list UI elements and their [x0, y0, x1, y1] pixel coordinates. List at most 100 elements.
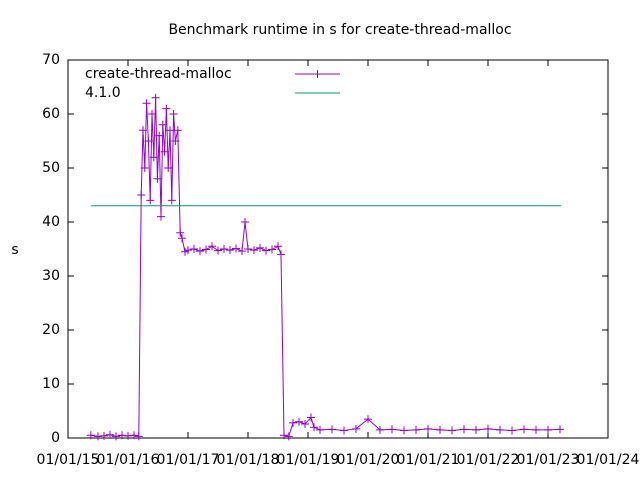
point-marker	[289, 418, 297, 427]
x-tick-label: 01/01/20	[337, 452, 400, 468]
point-marker	[448, 426, 456, 435]
point-marker	[496, 425, 504, 434]
x-tick-label: 01/01/22	[457, 452, 520, 468]
x-tick-label: 01/01/19	[277, 452, 340, 468]
point-marker	[352, 424, 360, 433]
point-marker	[157, 212, 165, 221]
point-marker	[190, 245, 198, 253]
point-marker	[86, 431, 95, 440]
legend-marker	[313, 70, 322, 78]
point-marker	[232, 244, 240, 253]
point-marker	[100, 431, 108, 440]
y-tick-label: 40	[42, 214, 60, 230]
point-marker	[238, 247, 246, 256]
point-marker	[153, 174, 162, 183]
point-marker	[295, 417, 303, 426]
point-marker	[171, 137, 180, 145]
point-marker	[532, 425, 540, 434]
x-tick-label: 01/01/21	[397, 452, 460, 468]
point-marker	[284, 432, 293, 441]
x-tick-label: 01/01/16	[97, 452, 160, 468]
y-tick-label: 60	[42, 106, 60, 122]
point-marker	[130, 431, 138, 440]
point-marker	[364, 415, 372, 424]
point-marker	[328, 425, 336, 434]
point-marker	[151, 93, 160, 102]
point-marker	[316, 425, 324, 434]
point-marker	[106, 430, 114, 439]
point-marker	[146, 196, 155, 205]
legend-label: create-thread-malloc	[85, 66, 232, 82]
point-marker	[158, 120, 167, 129]
point-marker	[508, 426, 516, 435]
point-marker	[376, 425, 384, 434]
series-line	[90, 97, 561, 438]
point-marker	[124, 431, 132, 440]
x-tick-label: 01/01/23	[517, 452, 580, 468]
point-marker	[148, 110, 156, 118]
point-marker	[173, 126, 182, 135]
point-marker	[142, 99, 151, 108]
point-marker	[400, 426, 408, 435]
point-marker	[472, 425, 480, 434]
point-marker	[202, 245, 210, 254]
y-tick-label: 70	[42, 52, 60, 68]
point-marker	[226, 246, 234, 255]
point-marker	[520, 425, 528, 434]
point-marker	[166, 126, 174, 135]
x-tick-label: 01/01/15	[37, 452, 100, 468]
point-marker	[268, 245, 276, 254]
point-marker	[178, 234, 186, 243]
point-marker	[196, 247, 204, 256]
x-tick-label: 01/01/18	[217, 452, 280, 468]
y-tick-label: 20	[42, 322, 60, 338]
point-marker	[167, 196, 176, 205]
point-marker	[277, 250, 285, 259]
point-marker	[162, 104, 171, 113]
point-marker	[460, 425, 468, 434]
point-marker	[262, 246, 270, 255]
point-marker	[112, 432, 120, 441]
y-tick-label: 30	[42, 268, 60, 284]
chart-title: Benchmark runtime in s for create-thread…	[168, 22, 511, 38]
point-marker	[274, 242, 282, 251]
point-marker	[118, 431, 126, 440]
point-marker	[556, 425, 564, 434]
point-marker	[214, 246, 222, 255]
point-marker	[220, 245, 228, 253]
point-marker	[307, 413, 315, 422]
point-marker	[250, 246, 258, 255]
point-marker	[310, 423, 318, 432]
point-marker	[280, 431, 288, 440]
point-marker	[244, 245, 252, 253]
point-marker	[301, 419, 309, 428]
point-marker	[184, 246, 192, 255]
point-marker	[388, 425, 396, 434]
y-tick-label: 0	[51, 430, 60, 446]
x-tick-label: 01/01/24	[577, 452, 640, 468]
x-tick-label: 01/01/17	[157, 452, 220, 468]
y-axis-label: s	[11, 242, 18, 258]
point-marker	[424, 424, 432, 433]
point-marker	[208, 242, 216, 251]
point-marker	[164, 164, 173, 172]
point-marker	[134, 432, 143, 441]
point-marker	[149, 153, 158, 162]
point-marker	[160, 147, 169, 156]
point-marker	[144, 137, 153, 145]
point-marker	[169, 110, 178, 118]
point-marker	[544, 425, 552, 434]
point-marker	[256, 243, 264, 252]
point-marker	[176, 228, 185, 237]
point-marker	[94, 432, 102, 441]
legend-label: 4.1.0	[85, 85, 121, 101]
point-marker	[412, 425, 420, 434]
point-marker	[340, 426, 348, 435]
point-marker	[484, 424, 492, 433]
plot-border	[67, 59, 609, 439]
y-tick-label: 10	[42, 376, 60, 392]
point-marker	[139, 126, 147, 135]
y-tick-label: 50	[42, 160, 60, 176]
point-marker	[436, 425, 444, 434]
